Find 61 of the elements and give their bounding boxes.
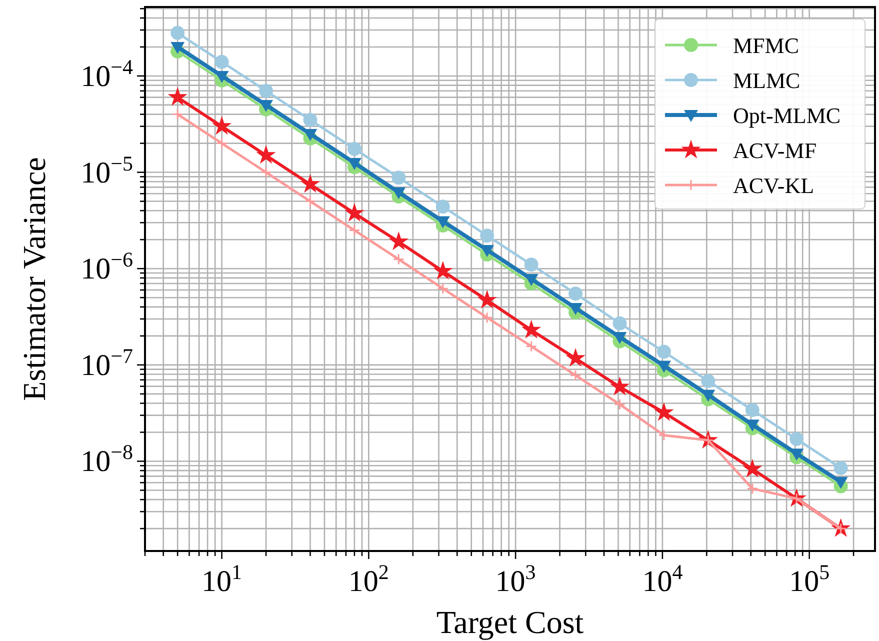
- point: [168, 86, 188, 106]
- point: [392, 254, 404, 266]
- point: [524, 258, 538, 272]
- point: [745, 403, 760, 418]
- point: [834, 461, 848, 476]
- legend-label: ACV-MF: [733, 138, 817, 163]
- point: [172, 108, 184, 120]
- legend-label: ACV-KL: [733, 173, 814, 198]
- point: [746, 482, 758, 494]
- point: [790, 432, 804, 446]
- point: [392, 170, 406, 185]
- point: [212, 116, 232, 135]
- point: [259, 100, 274, 112]
- point: [521, 320, 542, 338]
- point: [304, 196, 316, 208]
- legend-label: MLMC: [733, 68, 800, 93]
- point: [256, 144, 276, 164]
- point: [570, 370, 582, 382]
- point: [654, 402, 674, 421]
- legend-label: Opt-MLMC: [733, 103, 841, 128]
- point: [614, 398, 626, 410]
- point: [388, 231, 408, 250]
- point: [344, 202, 364, 222]
- point: [568, 302, 583, 315]
- point: [742, 458, 762, 478]
- point: [477, 290, 497, 309]
- y-tick-label: 10$^{−6}$: [80, 248, 133, 286]
- point: [170, 42, 185, 54]
- point: [566, 348, 586, 367]
- legend-label: MFMC: [733, 33, 800, 58]
- point: [433, 260, 453, 280]
- point: [612, 316, 627, 330]
- point: [348, 224, 360, 236]
- y-tick-label: 10$^{−5}$: [80, 151, 133, 190]
- point: [526, 340, 538, 352]
- point: [347, 142, 362, 156]
- point: [259, 84, 274, 98]
- point: [260, 166, 272, 178]
- point: [480, 228, 494, 243]
- point: [568, 286, 583, 301]
- point: [300, 174, 320, 193]
- point: [214, 54, 229, 69]
- x-tick-label: 10$^{1}$: [202, 560, 242, 598]
- x-tick-label: 10$^{3}$: [495, 560, 536, 598]
- y-tick-label: 10$^{−7}$: [80, 344, 133, 382]
- x-tick-label: 10$^{2}$: [348, 560, 389, 598]
- y-axis-title: Estimator Variance: [16, 157, 52, 401]
- point: [170, 26, 185, 40]
- point: [303, 112, 318, 127]
- point: [436, 200, 450, 214]
- x-tick-label: 10$^{5}$: [789, 560, 830, 598]
- point: [216, 138, 228, 150]
- x-tick-label: 10$^{4}$: [642, 560, 684, 598]
- point: [701, 374, 716, 388]
- point: [437, 282, 449, 294]
- y-tick-label: 10$^{−4}$: [80, 54, 134, 93]
- y-tick-label: 10$^{−8}$: [80, 440, 133, 478]
- point: [656, 344, 671, 359]
- point: [481, 312, 493, 324]
- x-axis-title: Target Cost: [436, 604, 584, 640]
- point: [610, 376, 630, 396]
